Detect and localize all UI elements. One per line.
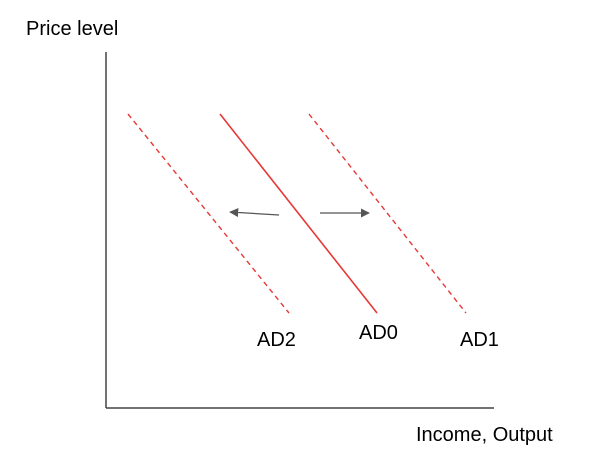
curve-label-ad2: AD2 [257,329,296,351]
left-shift-arrow [229,207,280,218]
curve-label-ad1: AD1 [460,329,499,351]
y-axis-label: Price level [26,18,118,40]
curve-ad0 [219,113,378,314]
curve-ad2 [127,113,290,314]
x-axis-label: Income, Output [416,424,553,446]
curve-label-ad0: AD0 [359,322,398,344]
curve-ad1 [308,113,467,314]
